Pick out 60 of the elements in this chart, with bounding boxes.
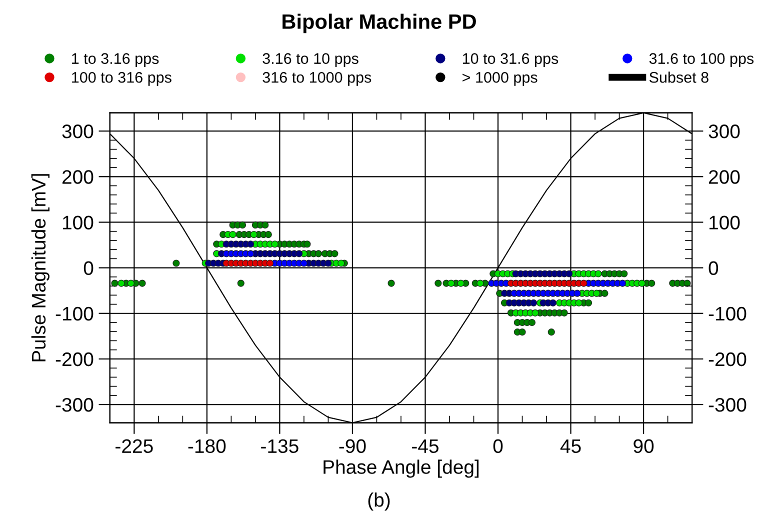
text: (b) bbox=[368, 492, 390, 511]
x-tick-label: 45 bbox=[560, 439, 581, 454]
y2-tick-label: 200 bbox=[709, 170, 740, 184]
point bbox=[532, 309, 539, 316]
x-tick-label: 90 bbox=[634, 439, 654, 454]
y2-tick-label: 100 bbox=[710, 216, 740, 230]
x-tick-label: -180 bbox=[188, 439, 226, 454]
chart-title: Bipolar Machine PD bbox=[282, 14, 476, 34]
point bbox=[566, 270, 573, 278]
point bbox=[127, 280, 134, 287]
point bbox=[594, 270, 602, 278]
y2-tick-label: 300 bbox=[708, 124, 740, 138]
point bbox=[266, 260, 274, 267]
y-tick-label: -100 bbox=[56, 306, 94, 321]
point bbox=[338, 260, 345, 267]
y2-tick-label: 0 bbox=[708, 261, 718, 276]
y-tick-label: 200 bbox=[62, 170, 94, 184]
point bbox=[638, 280, 646, 287]
x-axis-title: Phase Angle [deg] bbox=[324, 460, 479, 478]
point bbox=[118, 280, 125, 287]
y2-tick-label: -100 bbox=[708, 306, 746, 321]
point bbox=[580, 280, 588, 287]
legend-label: > 1000 pps bbox=[462, 72, 538, 86]
legend-label: 100 to 316 pps bbox=[72, 72, 172, 86]
x-tick-label: -45 bbox=[412, 439, 438, 454]
point bbox=[574, 290, 581, 297]
legend-label: 316 to 1000 pps bbox=[262, 72, 372, 86]
point bbox=[250, 230, 258, 238]
y2-tick-label: -300 bbox=[708, 398, 746, 412]
point bbox=[476, 280, 484, 287]
x-tick-label: -135 bbox=[261, 439, 298, 454]
point bbox=[549, 299, 557, 306]
y-tick-label: -300 bbox=[56, 398, 94, 412]
point bbox=[530, 299, 538, 306]
x-tick-label: 0 bbox=[493, 439, 503, 454]
point bbox=[457, 280, 464, 287]
legend-label: Subset 8 bbox=[649, 72, 708, 83]
point bbox=[247, 240, 254, 248]
point bbox=[247, 250, 254, 258]
legend-label: 1 to 3.16 pps bbox=[72, 53, 159, 67]
x-tick-label: -225 bbox=[116, 439, 153, 454]
point bbox=[618, 280, 626, 287]
point bbox=[324, 260, 332, 267]
point bbox=[229, 230, 236, 238]
legend-label: 10 to 31.6 pps bbox=[462, 53, 558, 67]
y-tick-label: 100 bbox=[62, 216, 94, 230]
point bbox=[448, 280, 455, 287]
y-axis-title: Pulse Magnitude [mV] bbox=[31, 174, 50, 362]
point bbox=[575, 299, 582, 306]
y-tick-label: -200 bbox=[56, 352, 94, 366]
point bbox=[296, 250, 303, 258]
point bbox=[593, 290, 600, 297]
y-tick-label: 0 bbox=[84, 261, 94, 276]
x-tick-label: -90 bbox=[339, 439, 366, 454]
y-tick-label: 300 bbox=[62, 124, 94, 138]
point bbox=[300, 260, 308, 267]
point bbox=[271, 240, 278, 248]
legend-label: 3.16 to 10 pps bbox=[262, 53, 358, 67]
y2-tick-label: -200 bbox=[708, 352, 746, 366]
legend-label: 31.6 to 100 pps bbox=[649, 53, 754, 67]
